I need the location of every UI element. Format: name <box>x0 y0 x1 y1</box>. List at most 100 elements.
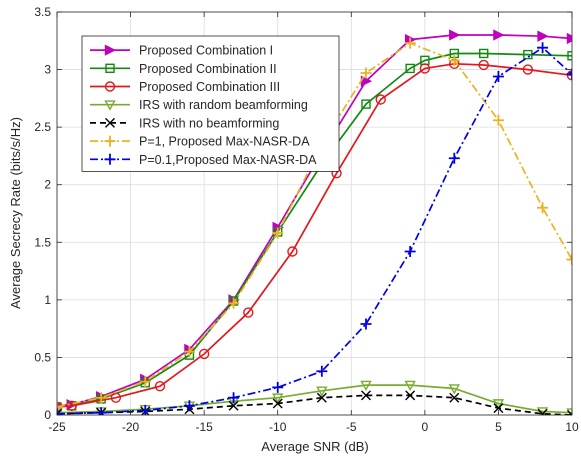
x-tick-label: -20 <box>122 420 140 434</box>
legend-item: Proposed Combination II <box>90 62 277 76</box>
legend-label: IRS with no beamforming <box>139 116 279 130</box>
data-point <box>567 51 572 61</box>
legend-label: Proposed Combination III <box>139 80 280 94</box>
x-tick-label: -15 <box>195 420 213 434</box>
data-point <box>228 297 240 309</box>
data-point <box>448 152 460 164</box>
legend-marker <box>104 135 116 147</box>
y-tick-label: 2 <box>44 178 51 192</box>
data-point <box>492 70 504 82</box>
axis-ticks: -25 -20 -15 -10 -5 0 5 10 0 0.5 1 1.5 2 2.5 3 3.5 <box>34 5 579 434</box>
data-point <box>361 99 371 109</box>
data-point <box>139 404 151 415</box>
data-point <box>198 348 210 360</box>
legend-item: P=0.1,Proposed Max-NASR-DA <box>90 153 317 167</box>
data-point <box>360 318 372 330</box>
data-point <box>183 400 195 412</box>
data-point <box>272 398 283 409</box>
data-point <box>566 32 572 45</box>
data-point <box>316 386 328 397</box>
data-point <box>566 70 572 81</box>
data-point <box>537 202 549 214</box>
data-point <box>360 67 372 79</box>
data-point <box>448 384 460 395</box>
legend-label: Proposed Combination II <box>139 62 277 76</box>
data-point <box>316 365 328 377</box>
data-point <box>492 114 504 126</box>
data-point <box>566 68 572 80</box>
y-tick-label: 0 <box>44 408 51 422</box>
data-point <box>492 399 505 410</box>
y-tick-label: 3 <box>44 63 51 77</box>
data-point <box>57 408 62 415</box>
data-point <box>537 30 549 42</box>
data-point <box>566 254 572 266</box>
data-point <box>479 48 489 59</box>
data-point <box>537 42 549 54</box>
data-point <box>449 392 460 403</box>
data-point <box>228 392 240 404</box>
legend-item: Proposed Combination I <box>90 44 273 58</box>
legend-label: P=1, Proposed Max-NASR-DA <box>139 135 310 149</box>
axes-frame <box>56 11 573 416</box>
data-point <box>419 63 431 74</box>
legend: Proposed Combination I Proposed Combinati… <box>81 35 340 172</box>
legend-item: IRS with random beamforming <box>90 98 308 112</box>
y-tick-label: 3.5 <box>34 5 51 19</box>
y-tick-label: 1.5 <box>34 235 51 249</box>
x-tick-label: -25 <box>48 420 66 434</box>
data-point <box>405 390 416 401</box>
data-point <box>57 401 63 413</box>
data-point <box>287 246 298 257</box>
data-point <box>183 346 195 358</box>
y-tick-label: 0.5 <box>34 350 51 364</box>
data-point <box>478 59 489 71</box>
legend-label: IRS with random beamforming <box>139 98 308 112</box>
y-axis-label: Average Secrecy Rate (bits/s/Hz) <box>8 117 23 309</box>
x-tick-label: 0 <box>422 420 429 434</box>
x-tick-label: 5 <box>495 420 502 434</box>
x-axis-label: Average SNR (dB) <box>261 439 368 454</box>
x-tick-label: 10 <box>565 420 579 434</box>
x-tick-label: -10 <box>269 420 287 434</box>
legend-marker <box>104 44 117 56</box>
data-point <box>405 63 415 74</box>
series-p-0-1-proposed-max-nasr-da <box>57 42 572 415</box>
x-tick-label: -5 <box>346 420 357 434</box>
y-tick-label: 1 <box>44 293 51 307</box>
data-point <box>272 393 284 404</box>
data-point <box>449 29 461 41</box>
data-point <box>154 381 166 392</box>
y-tick-label: 2.5 <box>34 120 51 134</box>
legend-box <box>81 35 340 172</box>
data-point <box>243 307 254 318</box>
data-point <box>95 407 107 415</box>
data-point <box>95 392 107 404</box>
legend-marker <box>105 63 115 74</box>
data-point <box>360 380 372 392</box>
legend-item: Proposed Combination III <box>90 80 280 94</box>
data-point <box>493 29 505 41</box>
legend-marker <box>104 100 116 111</box>
legend-marker <box>104 81 116 92</box>
data-point <box>522 64 534 75</box>
legend-marker <box>104 153 116 165</box>
data-point <box>66 400 77 411</box>
legend-marker <box>105 117 115 128</box>
data-point <box>272 381 284 393</box>
data-point <box>448 54 460 66</box>
data-point <box>523 49 533 60</box>
legend-item: IRS with no beamforming <box>90 116 279 130</box>
data-point <box>404 245 416 257</box>
data-point <box>375 94 386 105</box>
data-point <box>57 408 63 415</box>
legend-label: Proposed Combination I <box>139 44 273 58</box>
data-point <box>228 400 239 411</box>
data-point <box>361 390 371 401</box>
data-point <box>272 227 284 239</box>
data-point <box>404 37 416 49</box>
data-point <box>567 410 572 415</box>
data-point <box>316 392 327 403</box>
data-point <box>537 408 548 415</box>
